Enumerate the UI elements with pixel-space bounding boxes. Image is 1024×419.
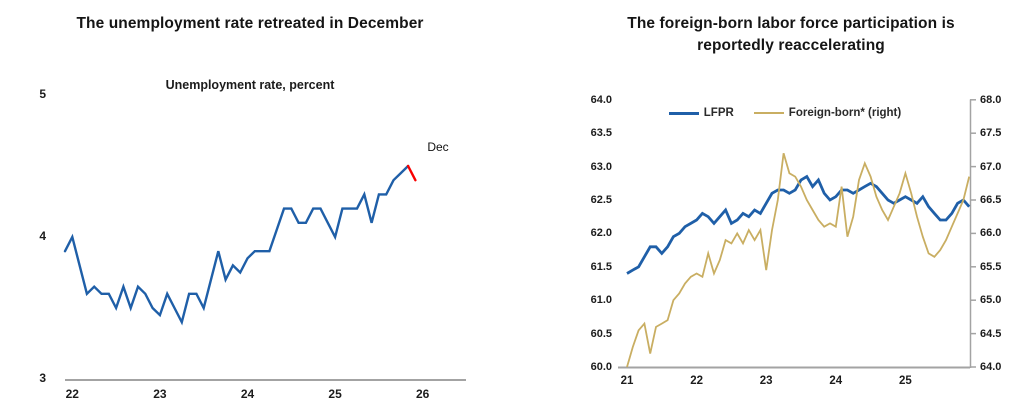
left-chart-x-tick-label: 23 <box>153 387 167 401</box>
right-axis-tick-label: 64.5 <box>980 327 1002 340</box>
right-chart-x-tick-label: 21 <box>620 374 634 387</box>
left-chart-x-tick-label: 24 <box>240 387 255 401</box>
left-axis-tick-label: 64.0 <box>590 93 612 106</box>
right-axis-tick-label: 68.0 <box>980 93 1002 106</box>
dec-annotation: Dec <box>427 140 449 154</box>
left-chart-y-tick-label: 5 <box>39 87 46 101</box>
legend-label-lfpr: LFPR <box>703 107 734 119</box>
left-chart-x-tick-label: 22 <box>65 387 79 401</box>
right-chart-x-tick-label: 23 <box>759 374 773 387</box>
right-axis-tick-label: 65.5 <box>980 260 1002 273</box>
left-chart-x-tick-label: 25 <box>328 387 342 401</box>
right-chart-x-tick-label: 22 <box>690 374 703 387</box>
left-chart-y-tick-label: 4 <box>39 229 46 243</box>
right-chart-title-line2: reportedly reaccelerating <box>697 37 885 54</box>
left-axis-tick-label: 63.5 <box>590 127 612 140</box>
right-axis-tick-label: 65.0 <box>980 294 1002 307</box>
legend-item-foreign-born: Foreign-born* (right) <box>753 107 902 119</box>
lfpr-line-swatch-icon <box>668 111 699 115</box>
right-chart-title-line1: The foreign-born labor force participati… <box>627 15 955 32</box>
left-axis-tick-label: 61.5 <box>590 260 612 273</box>
left-axis-tick-label: 61.0 <box>590 294 612 307</box>
left-axis-tick-label: 60.0 <box>590 361 612 373</box>
right-axis-tick-label: 66.5 <box>980 194 1002 206</box>
legend-label-foreign-born: Foreign-born* (right) <box>788 107 902 119</box>
lfpr-chart-area <box>512 0 1024 419</box>
left-axis-tick-label: 62.0 <box>590 227 612 240</box>
right-chart-x-tick-label: 24 <box>829 374 843 387</box>
left-axis-tick-label: 62.5 <box>590 194 612 206</box>
left-axis-tick-label: 63.0 <box>590 160 612 173</box>
chart-legend: LFPR Foreign-born* (right) <box>610 105 960 121</box>
right-axis-tick-label: 64.0 <box>980 361 1002 373</box>
left-axis-tick-label: 60.5 <box>590 327 612 340</box>
left-chart-x-tick-label: 26 <box>416 387 430 401</box>
left-chart-subtitle: Unemployment rate, percent <box>165 78 335 92</box>
right-chart-title: The foreign-born labor force participati… <box>575 13 1007 57</box>
right-axis-tick-label: 67.0 <box>980 160 1002 173</box>
left-chart-title: The unemployment rate retreated in Decem… <box>76 15 424 32</box>
right-chart-x-tick-label: 25 <box>898 374 912 387</box>
unemployment-chart-area <box>0 0 512 419</box>
right-axis-tick-label: 66.0 <box>980 227 1002 240</box>
right-axis-tick-label: 67.5 <box>980 127 1002 140</box>
left-chart-y-tick-label: 3 <box>39 371 46 385</box>
legend-item-lfpr: LFPR <box>668 107 734 119</box>
foreign-born-line-swatch-icon <box>753 112 784 114</box>
